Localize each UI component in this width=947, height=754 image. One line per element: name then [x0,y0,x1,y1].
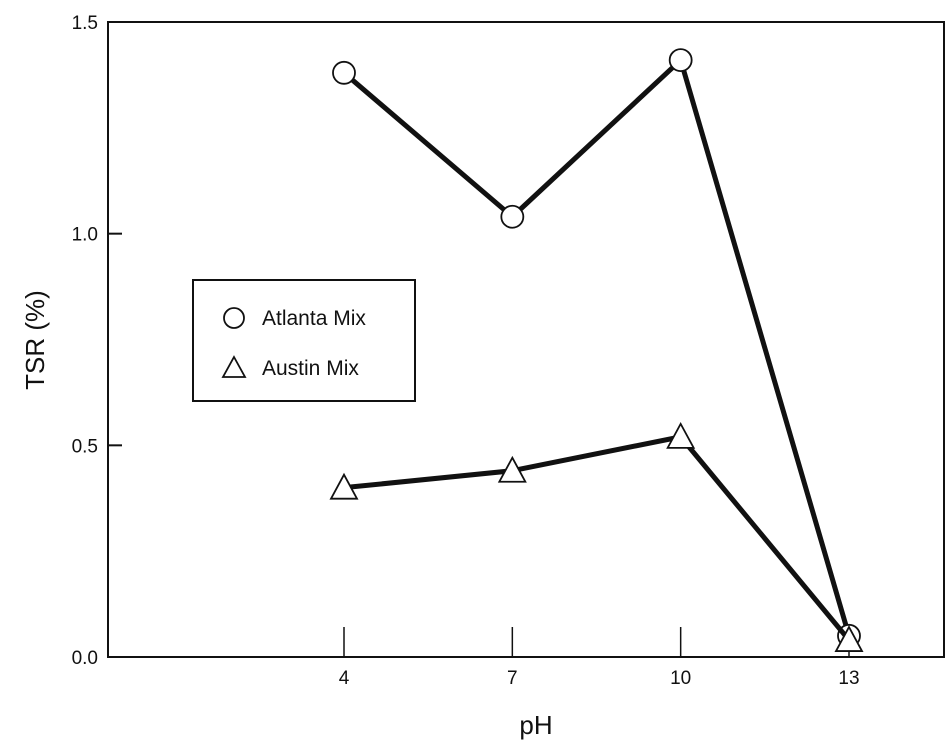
y-axis-ticks: 0.0 0.5 1.0 1.5 [72,13,122,669]
plot-frame [107,21,945,658]
legend: Atlanta Mix Austin Mix [192,279,416,402]
data-point-austin-mix-ph10 [666,421,696,449]
x-tick-label: 7 [507,668,518,689]
data-point-atlanta-mix-ph10 [668,48,693,72]
y-tick-label: 0.5 [72,436,98,457]
y-tick-label: 1.0 [72,225,98,246]
y-tick-label: 1.5 [72,13,98,34]
y-axis-title: TSR (%) [20,290,50,390]
data-point-atlanta-mix-ph4 [332,60,356,85]
series-line-atlanta-mix [342,57,852,637]
x-axis-title: pH [519,710,552,740]
legend-triangle-marker [221,355,247,378]
series-layer [329,48,864,652]
y-tick-label: 0.0 [72,648,98,669]
series-line-austin-mix [343,434,851,642]
x-tick-label: 13 [838,668,859,689]
x-tick-label: 4 [339,668,350,689]
legend-label-austin: Austin Mix [262,357,359,380]
legend-label-atlanta: Atlanta Mix [262,307,366,330]
legend-box [192,279,416,402]
legend-circle-marker [223,307,245,329]
x-tick-label: 10 [670,668,691,689]
data-point-austin-mix-ph7 [497,455,527,483]
data-point-austin-mix-ph13 [834,625,864,652]
data-point-austin-mix-ph4 [329,472,359,500]
data-point-atlanta-mix-ph7 [500,204,525,229]
